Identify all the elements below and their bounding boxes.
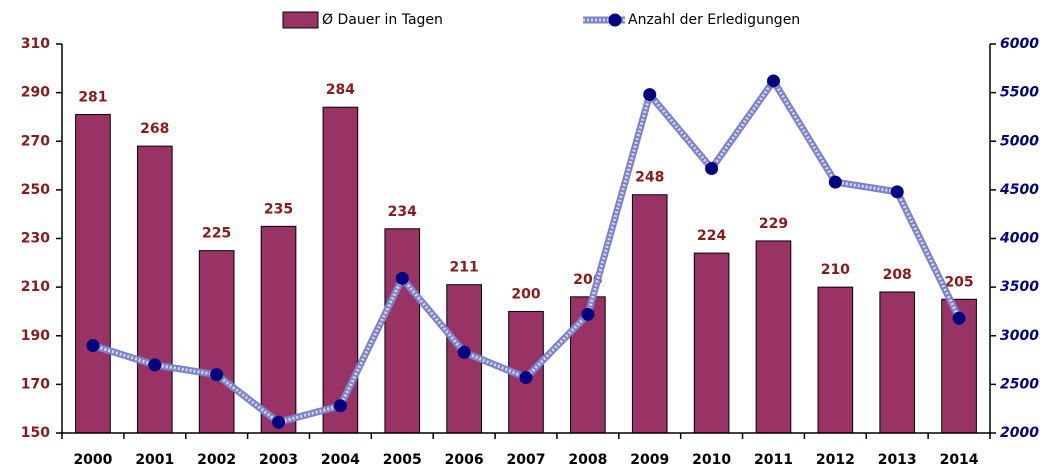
x-tick-label: 2005 bbox=[383, 452, 422, 466]
legend-swatch bbox=[282, 11, 319, 29]
x-tick-label: 2010 bbox=[692, 452, 731, 466]
line-marker bbox=[86, 338, 100, 352]
line-marker bbox=[519, 371, 533, 385]
data-label: 210 bbox=[821, 262, 850, 278]
bar bbox=[384, 228, 421, 434]
line-marker bbox=[457, 345, 471, 359]
data-label: 205 bbox=[944, 274, 973, 290]
y-tick-label: 290 bbox=[21, 85, 50, 101]
y2-tick-label: 6000 bbox=[1000, 36, 1039, 52]
x-tick-label: 2007 bbox=[507, 452, 546, 466]
x-tick-label: 2000 bbox=[73, 452, 112, 466]
x-tick-label: 2003 bbox=[259, 452, 298, 466]
line-marker bbox=[395, 271, 409, 285]
bar bbox=[260, 225, 297, 434]
bar bbox=[755, 240, 792, 434]
line-marker bbox=[705, 161, 719, 175]
line-marker bbox=[272, 415, 286, 429]
bar bbox=[198, 250, 235, 434]
legend-label: Ø Dauer in Tagen bbox=[322, 12, 443, 28]
y-tick-label: 170 bbox=[21, 376, 50, 392]
y2-tick-label: 2000 bbox=[1000, 425, 1039, 441]
bar bbox=[136, 145, 173, 434]
x-tick-label: 2006 bbox=[445, 452, 484, 466]
data-label: 234 bbox=[388, 204, 417, 220]
line-marker bbox=[581, 307, 595, 321]
line-marker bbox=[952, 311, 966, 325]
data-label: 225 bbox=[202, 226, 231, 242]
y-tick-label: 190 bbox=[21, 328, 50, 344]
bar bbox=[570, 296, 606, 434]
data-label: 268 bbox=[140, 121, 169, 137]
bar bbox=[75, 114, 111, 434]
y-tick-label: 270 bbox=[21, 133, 50, 149]
y2-tick-label: 3000 bbox=[1000, 328, 1039, 344]
y-tick-label: 310 bbox=[21, 36, 50, 52]
bar bbox=[879, 291, 916, 434]
bar bbox=[631, 194, 668, 434]
data-label: 235 bbox=[264, 201, 293, 217]
x-tick-label: 2008 bbox=[568, 452, 607, 466]
line-marker bbox=[333, 399, 347, 413]
data-label: 248 bbox=[635, 170, 664, 186]
data-label: 229 bbox=[759, 216, 788, 232]
y2-tick-label: 5000 bbox=[1000, 133, 1039, 149]
y-tick-label: 210 bbox=[21, 279, 50, 295]
bar bbox=[817, 286, 854, 434]
x-tick-label: 2014 bbox=[940, 452, 979, 466]
data-label: 208 bbox=[883, 267, 912, 283]
legend-marker bbox=[608, 13, 622, 27]
line-marker bbox=[890, 185, 904, 199]
y-tick-label: 230 bbox=[21, 231, 50, 247]
line-marker bbox=[210, 368, 224, 382]
y2-tick-label: 3500 bbox=[1000, 279, 1039, 295]
data-label: 224 bbox=[697, 228, 726, 244]
line-marker bbox=[643, 88, 657, 102]
x-tick-label: 2011 bbox=[754, 452, 793, 466]
line-marker bbox=[148, 358, 162, 372]
bar bbox=[693, 252, 730, 434]
data-label: 200 bbox=[511, 286, 540, 302]
data-label: 284 bbox=[326, 82, 355, 98]
x-tick-label: 2012 bbox=[816, 452, 855, 466]
y2-tick-label: 2500 bbox=[1000, 376, 1039, 392]
data-label: 281 bbox=[78, 90, 107, 106]
line-hatch bbox=[92, 78, 961, 424]
x-tick-label: 2004 bbox=[321, 452, 360, 466]
y-tick-label: 150 bbox=[21, 425, 50, 441]
legend-label: Anzahl der Erledigungen bbox=[628, 12, 800, 28]
data-label: 211 bbox=[450, 260, 479, 276]
x-tick-label: 2009 bbox=[630, 452, 669, 466]
y2-tick-label: 5500 bbox=[1000, 85, 1039, 101]
x-tick-label: 2001 bbox=[135, 452, 174, 466]
y-tick-label: 250 bbox=[21, 182, 50, 198]
x-tick-label: 2013 bbox=[878, 452, 917, 466]
line-marker bbox=[828, 175, 842, 189]
y2-tick-label: 4000 bbox=[999, 231, 1039, 247]
y2-tick-label: 4500 bbox=[999, 182, 1039, 198]
line-marker bbox=[766, 74, 780, 88]
x-tick-label: 2002 bbox=[197, 452, 236, 466]
bar bbox=[941, 298, 977, 434]
